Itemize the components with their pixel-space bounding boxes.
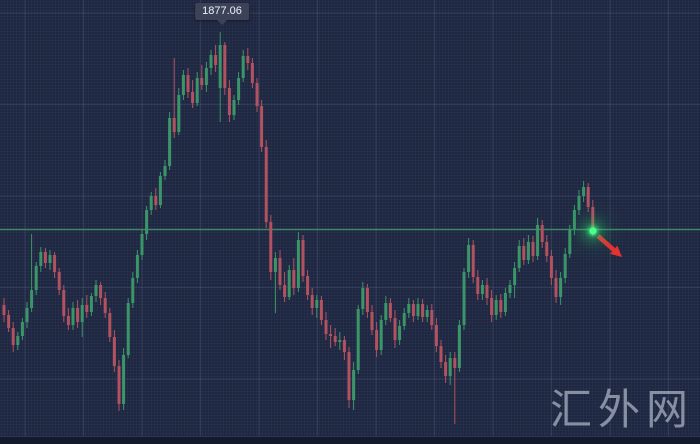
- candles-layer: [2, 32, 595, 424]
- time-axis-bar: [0, 436, 700, 444]
- down-arrow-annotation: [596, 234, 622, 257]
- price-label: 1877.06: [195, 3, 249, 25]
- price-label-pointer: [216, 20, 227, 25]
- current-price-marker: [589, 227, 597, 234]
- price-label-text: 1877.06: [202, 5, 242, 17]
